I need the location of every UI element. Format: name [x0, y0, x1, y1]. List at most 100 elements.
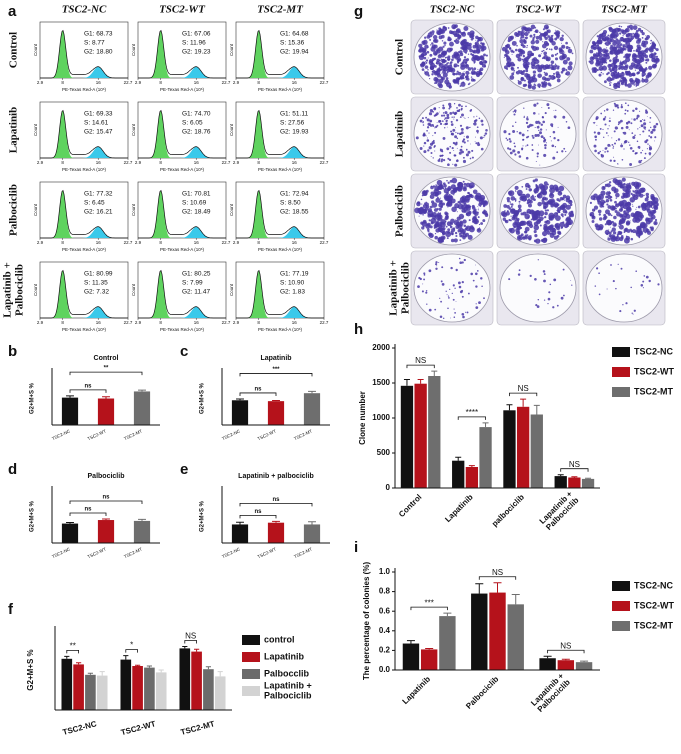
- colony: [517, 150, 521, 154]
- colony: [636, 140, 639, 143]
- colony: [452, 72, 455, 76]
- y-tick-label: 0.2: [379, 646, 391, 655]
- bar: [155, 672, 167, 710]
- colony: [609, 69, 613, 73]
- colony: [470, 76, 473, 78]
- colony: [424, 71, 430, 76]
- colony: [465, 135, 470, 139]
- colony: [454, 163, 458, 167]
- error-bar: [533, 404, 540, 415]
- colony: [561, 34, 564, 37]
- colony: [602, 48, 607, 54]
- colony: [617, 127, 619, 129]
- error-bar: [87, 672, 93, 675]
- colony: [533, 74, 536, 77]
- colony: [465, 126, 469, 130]
- colony: [644, 152, 647, 155]
- colony: [466, 210, 468, 213]
- colony: [460, 145, 463, 148]
- colony: [509, 201, 511, 203]
- colony: [598, 73, 602, 77]
- row-label: Lapatinib +: [2, 262, 14, 317]
- colony: [560, 213, 564, 217]
- colony: [626, 122, 628, 124]
- colony: [630, 35, 635, 40]
- bar: [530, 414, 543, 488]
- colony: [633, 309, 636, 312]
- colony: [539, 164, 541, 166]
- error-bar: [417, 379, 424, 384]
- colony: [608, 82, 611, 84]
- colony: [542, 86, 544, 88]
- colony: [555, 215, 561, 222]
- colony: [555, 189, 558, 192]
- colony: [526, 208, 532, 214]
- colony: [540, 33, 542, 36]
- colony: [630, 237, 634, 241]
- phase-stat: G1: 51.11: [280, 111, 308, 118]
- colony: [448, 297, 450, 299]
- colony: [624, 102, 627, 105]
- colony: [441, 120, 444, 122]
- colony: [599, 127, 602, 130]
- colony: [550, 189, 552, 191]
- colony: [645, 192, 649, 197]
- colony: [594, 149, 597, 153]
- y-axis-label: Count: [131, 43, 136, 56]
- colony: [467, 140, 469, 142]
- colony: [607, 221, 609, 223]
- colony: [441, 72, 443, 74]
- colony: [524, 226, 530, 232]
- colony: [441, 202, 446, 206]
- colony: [565, 195, 571, 200]
- colony: [568, 61, 573, 66]
- colony: [447, 36, 451, 39]
- colony: [431, 30, 435, 34]
- colony: [523, 30, 525, 33]
- legend-swatch: [612, 581, 630, 591]
- colony: [541, 50, 544, 53]
- colony: [446, 113, 450, 117]
- colony: [453, 33, 458, 38]
- colony: [531, 134, 534, 137]
- colony: [523, 79, 526, 82]
- colony: [539, 128, 543, 131]
- colony: [541, 198, 545, 202]
- colony: [450, 30, 454, 35]
- colony: [480, 119, 484, 123]
- colony: [540, 135, 544, 139]
- colony: [475, 264, 477, 266]
- colony: [432, 215, 436, 220]
- colony: [468, 42, 472, 47]
- colony: [639, 54, 641, 56]
- colony: [558, 190, 561, 194]
- colony: [428, 269, 432, 273]
- colony: [536, 155, 539, 158]
- colony: [474, 141, 476, 143]
- colony: [557, 126, 559, 128]
- phase-stat: G2: 18.76: [182, 129, 211, 136]
- bar: [581, 478, 595, 488]
- colony: [518, 200, 521, 203]
- panel-letter: a: [8, 3, 17, 20]
- colony: [471, 49, 473, 51]
- x-tick-label: 8: [61, 80, 64, 85]
- chart-title: Lapatinib: [260, 355, 291, 362]
- colony: [598, 217, 603, 221]
- colony: [421, 221, 428, 227]
- colony: [463, 141, 466, 144]
- x-axis-label: PE-Texas Red-A (10⁶): [62, 167, 107, 172]
- colony: [459, 124, 463, 127]
- colony: [639, 110, 641, 112]
- colony: [473, 218, 478, 223]
- colony: [440, 205, 443, 208]
- legend-swatch: [242, 652, 260, 662]
- legend-label: TSC2-WT: [634, 366, 674, 376]
- colony: [646, 148, 648, 150]
- colony: [645, 228, 650, 233]
- colony: [589, 49, 594, 54]
- colony: [527, 53, 530, 56]
- colony: [457, 206, 459, 209]
- colony: [606, 220, 612, 226]
- colony: [619, 183, 625, 189]
